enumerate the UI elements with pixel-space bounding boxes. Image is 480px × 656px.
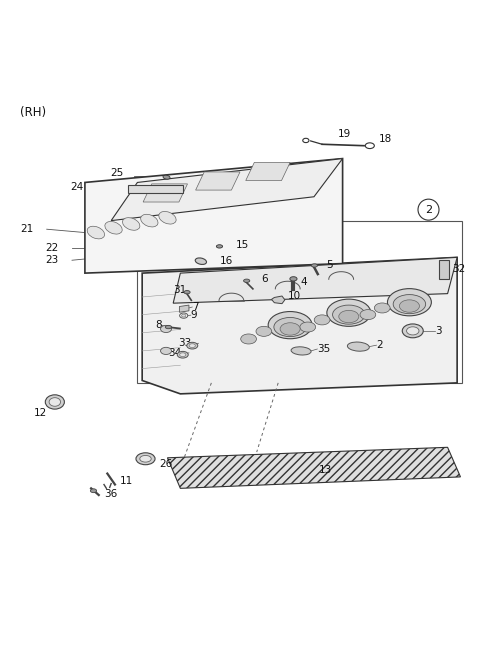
Text: 25: 25: [110, 168, 123, 178]
Ellipse shape: [159, 211, 176, 224]
Ellipse shape: [184, 291, 190, 294]
Ellipse shape: [189, 344, 195, 348]
Polygon shape: [180, 305, 189, 312]
Bar: [440, 260, 448, 279]
Ellipse shape: [402, 324, 423, 338]
Text: 8: 8: [155, 320, 162, 330]
Ellipse shape: [374, 303, 390, 313]
Text: (RH): (RH): [21, 106, 47, 119]
Ellipse shape: [216, 245, 223, 248]
Text: 31: 31: [173, 285, 186, 295]
Ellipse shape: [291, 347, 311, 355]
Text: 21: 21: [21, 224, 34, 234]
Text: 11: 11: [120, 476, 133, 485]
Ellipse shape: [360, 310, 376, 319]
Polygon shape: [142, 257, 457, 394]
Text: 7: 7: [192, 302, 199, 312]
Text: 10: 10: [288, 291, 301, 300]
Ellipse shape: [136, 453, 155, 464]
Text: 3: 3: [435, 326, 441, 336]
Text: 4: 4: [300, 277, 307, 287]
Ellipse shape: [177, 352, 188, 358]
Ellipse shape: [393, 295, 426, 314]
Ellipse shape: [300, 322, 316, 332]
Ellipse shape: [187, 342, 198, 349]
Ellipse shape: [365, 143, 374, 148]
Text: 32: 32: [452, 264, 466, 274]
Text: 23: 23: [45, 255, 59, 265]
Ellipse shape: [303, 138, 309, 142]
Ellipse shape: [339, 310, 359, 323]
Text: 13: 13: [319, 464, 333, 475]
Text: 19: 19: [338, 129, 351, 139]
Text: 2: 2: [376, 340, 383, 350]
Ellipse shape: [49, 398, 60, 406]
Ellipse shape: [140, 455, 151, 462]
Ellipse shape: [348, 342, 369, 351]
Polygon shape: [168, 447, 460, 488]
Text: 2: 2: [425, 205, 432, 215]
Polygon shape: [272, 296, 285, 304]
Text: 36: 36: [104, 489, 117, 499]
Text: 34: 34: [168, 348, 181, 358]
Ellipse shape: [290, 277, 297, 281]
Text: 15: 15: [236, 240, 250, 250]
Text: 35: 35: [317, 344, 331, 354]
Polygon shape: [85, 159, 343, 273]
Polygon shape: [246, 163, 290, 180]
Ellipse shape: [256, 326, 272, 337]
Ellipse shape: [141, 215, 158, 227]
Ellipse shape: [45, 395, 64, 409]
Ellipse shape: [243, 279, 250, 283]
Ellipse shape: [165, 325, 171, 329]
Polygon shape: [143, 184, 188, 202]
Ellipse shape: [312, 264, 318, 267]
Text: 24: 24: [71, 182, 84, 192]
Bar: [128, 185, 183, 194]
Ellipse shape: [105, 222, 122, 234]
Ellipse shape: [274, 318, 306, 337]
Ellipse shape: [180, 313, 188, 318]
Polygon shape: [173, 257, 457, 303]
Ellipse shape: [180, 353, 186, 357]
Ellipse shape: [314, 315, 330, 325]
Ellipse shape: [399, 300, 420, 312]
Ellipse shape: [87, 226, 105, 239]
Text: 12: 12: [34, 408, 47, 418]
Ellipse shape: [160, 347, 171, 354]
Ellipse shape: [163, 175, 170, 179]
Polygon shape: [196, 172, 240, 190]
Ellipse shape: [327, 299, 371, 326]
Ellipse shape: [195, 258, 206, 264]
Text: 33: 33: [178, 338, 191, 348]
Ellipse shape: [181, 314, 186, 317]
Text: 26: 26: [159, 459, 172, 470]
Ellipse shape: [240, 334, 256, 344]
Ellipse shape: [160, 325, 171, 333]
Ellipse shape: [387, 289, 432, 316]
Text: 18: 18: [378, 134, 392, 144]
Ellipse shape: [280, 323, 300, 335]
Ellipse shape: [407, 327, 419, 335]
Text: 9: 9: [191, 310, 197, 320]
Ellipse shape: [90, 489, 96, 493]
Text: 16: 16: [220, 256, 233, 266]
Text: 6: 6: [261, 274, 268, 284]
Text: 22: 22: [45, 243, 59, 253]
Ellipse shape: [333, 305, 365, 324]
Ellipse shape: [268, 312, 312, 338]
Polygon shape: [111, 159, 343, 220]
Text: 5: 5: [326, 260, 333, 270]
Ellipse shape: [122, 218, 140, 230]
